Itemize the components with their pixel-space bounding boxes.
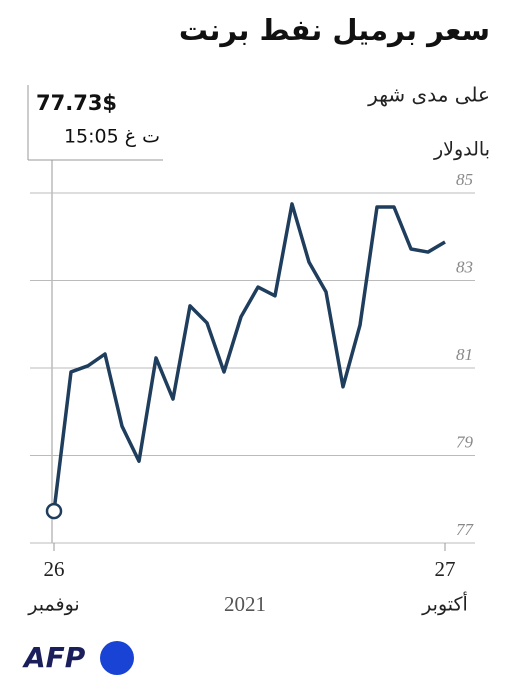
x-month-label: أكتوبر bbox=[421, 592, 468, 616]
x-month-label: نوفمبر bbox=[27, 594, 79, 616]
chart-title: سعر برميل نفط برنت bbox=[179, 13, 490, 47]
value-label: 77.73$ bbox=[36, 91, 117, 115]
unit-label: بالدولار bbox=[433, 139, 490, 161]
x-tick-label: 26 bbox=[44, 557, 65, 581]
logo: AFP bbox=[22, 641, 134, 675]
end-marker bbox=[45, 502, 63, 520]
x-tick-label: 27 bbox=[435, 557, 456, 581]
y-tick-label: 81 bbox=[456, 345, 473, 364]
y-tick-label: 85 bbox=[456, 170, 473, 189]
year-label: 2021 bbox=[224, 592, 266, 616]
y-tick-label: 79 bbox=[456, 432, 474, 451]
y-tick-label: 77 bbox=[456, 520, 475, 539]
line-series bbox=[52, 202, 446, 512]
time-label: 15:05 ت غ bbox=[64, 126, 160, 148]
logo-circle bbox=[100, 641, 134, 675]
y-tick-label: 83 bbox=[456, 257, 473, 276]
logo-text: AFP bbox=[22, 641, 86, 674]
subtitle: على مدى شهر bbox=[367, 83, 490, 107]
